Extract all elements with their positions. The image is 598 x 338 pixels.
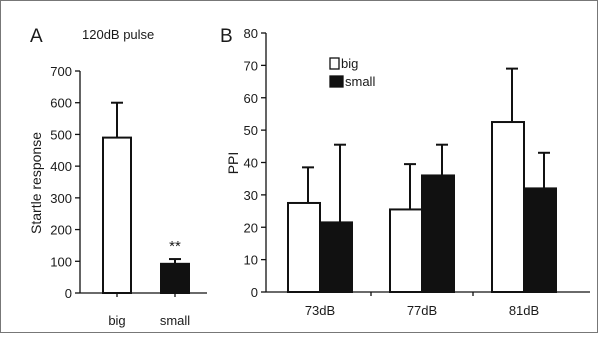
- panel-a-ytick-label: 300: [50, 191, 72, 206]
- panel-a-ytick-label: 0: [65, 286, 72, 301]
- panel-a-ytick-label: 500: [50, 127, 72, 142]
- panel-b-ytick-label: 10: [244, 253, 258, 268]
- panel-b-bars: [287, 67, 557, 294]
- panel-b-axes: 0 10 20 30 40 50 60 70 80 73dB 77dB 81dB: [244, 26, 590, 318]
- panel-b-bar-small-77dB: [421, 174, 455, 293]
- panel-a-xtick-label: big: [108, 313, 125, 328]
- panel-b-xtick-label: 73dB: [305, 303, 335, 318]
- panel-b-ytick-label: 50: [244, 123, 258, 138]
- panel-b-bar-big-77dB: [389, 208, 423, 294]
- panel-a-title: 120dB pulse: [82, 27, 154, 42]
- legend-swatch-small: [329, 75, 344, 88]
- panel-b-ylabel: PPI: [225, 152, 241, 175]
- panel-a-ytick-label: 400: [50, 159, 72, 174]
- panel-b-ytick-label: 40: [244, 156, 258, 171]
- panel-b-bar-big-81dB: [491, 121, 525, 293]
- panel-b-ytick-label: 30: [244, 188, 258, 203]
- panel-a-ylabel: Startle response: [28, 132, 44, 234]
- panel-a-bars: **: [102, 101, 190, 294]
- panel-b-xtick-label: 77dB: [407, 303, 437, 318]
- panel-b-ytick-label: 80: [244, 26, 258, 41]
- panel-b-ytick-label: 60: [244, 91, 258, 106]
- panel-b-bar-big-73dB: [287, 201, 321, 293]
- panel-a-letter: A: [30, 26, 43, 47]
- panel-a-ytick-label: 200: [50, 223, 72, 238]
- panel-a: A 120dB pulse Startle response 0 100 200 30…: [28, 26, 207, 328]
- panel-a-ytick-label: 100: [50, 254, 72, 269]
- panel-a-bar-small: [160, 262, 190, 294]
- panel-b-ytick-label: 0: [251, 285, 258, 300]
- panel-a-bar-big: [102, 136, 132, 294]
- panel-b-bar-small-81dB: [523, 187, 557, 293]
- panel-b-legend: big small: [329, 56, 375, 89]
- panel-b-ytick-label: 20: [244, 220, 258, 235]
- panel-b-ytick-label: 70: [244, 58, 258, 73]
- panel-a-significance-label: **: [169, 238, 181, 255]
- legend-swatch-big: [329, 57, 340, 70]
- panel-b-bar-small-73dB: [319, 221, 353, 293]
- panel-b-xtick-label: 81dB: [509, 303, 539, 318]
- panel-a-xtick-label: small: [160, 313, 190, 328]
- panel-b-letter: B: [220, 26, 233, 47]
- panel-a-ytick-label: 700: [50, 64, 72, 79]
- panel-a-ytick-label: 600: [50, 96, 72, 111]
- panel-b: B PPI 0 10 20 30 40 50 60 70 80 73dB 77dB 81dB big …: [220, 26, 590, 318]
- legend-label-small: small: [345, 74, 375, 89]
- legend-label-big: big: [341, 56, 358, 71]
